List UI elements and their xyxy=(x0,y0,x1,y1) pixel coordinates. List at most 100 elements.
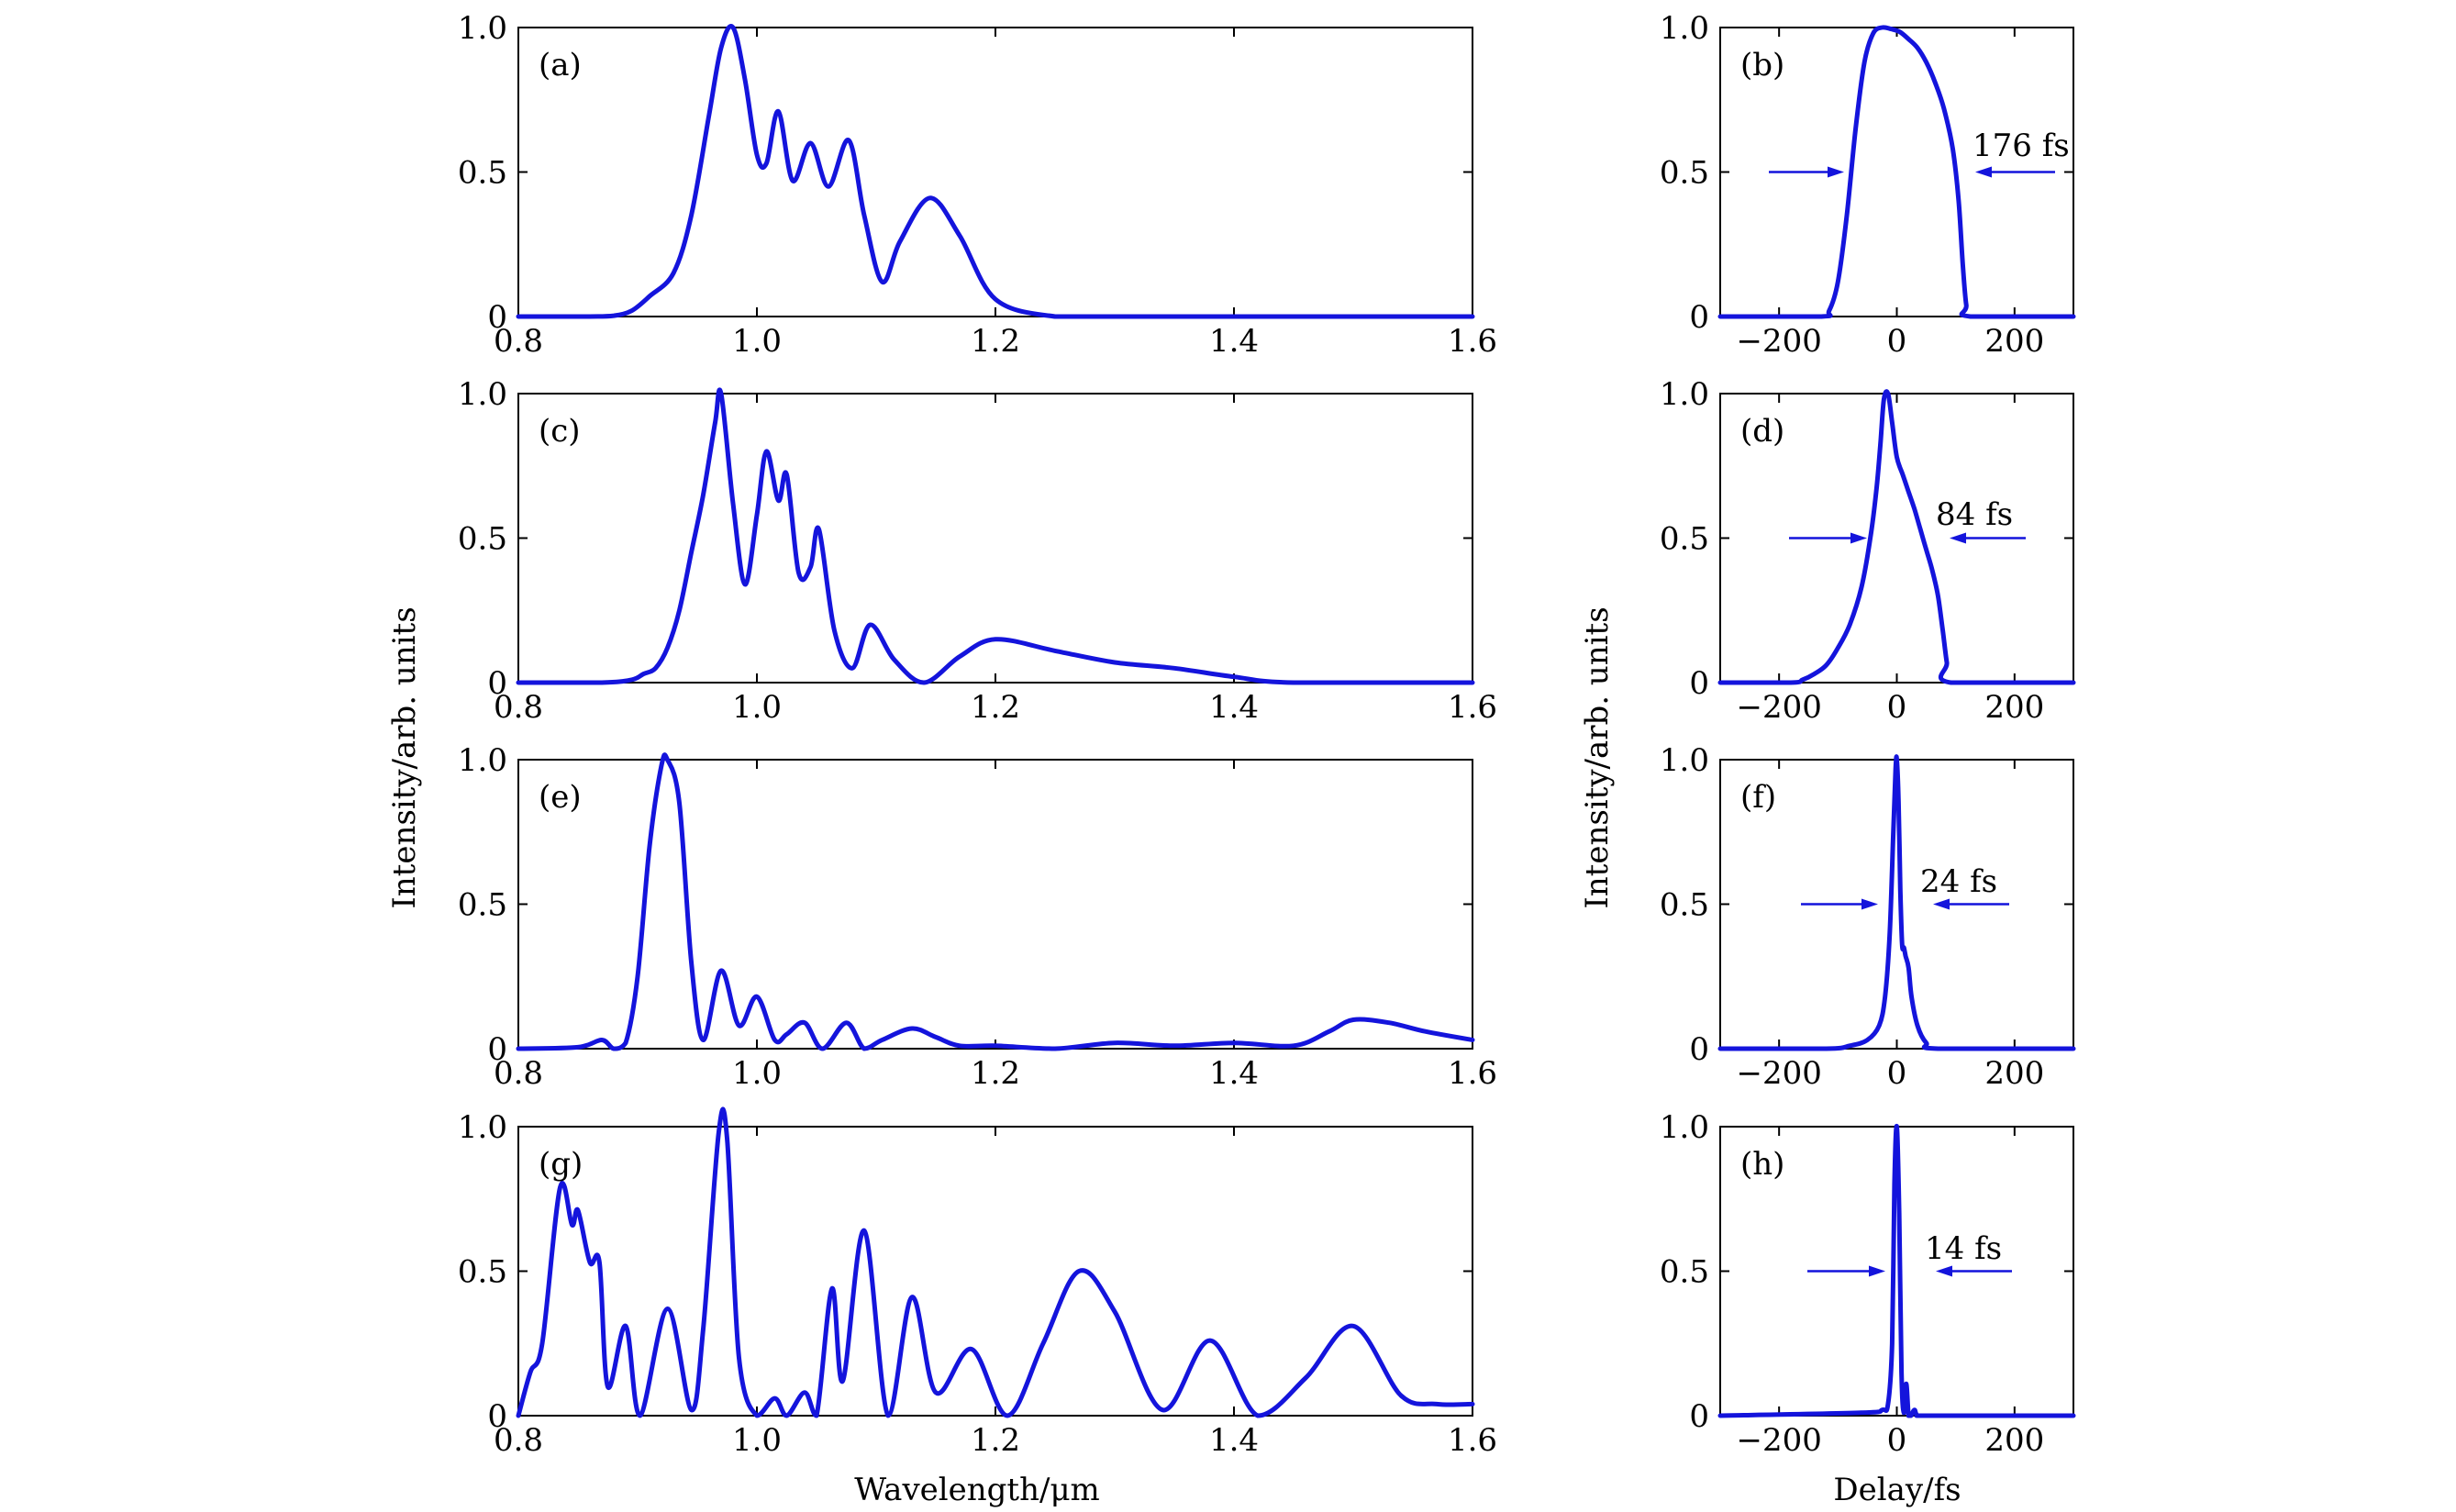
y-tick-label: 0 xyxy=(487,1398,507,1435)
x-tick-label: −200 xyxy=(1736,1055,1821,1092)
plot-frame xyxy=(517,27,1473,317)
x-tick-label: 1.6 xyxy=(1448,1055,1497,1092)
panel-h: −200 0 200 0 0.5 1.0 (h) 14 fs xyxy=(1660,1109,2076,1459)
y-tick-label: 0.5 xyxy=(1660,887,1709,924)
x-tick-label: 0.8 xyxy=(494,323,543,360)
x-tick-label: 0 xyxy=(1887,323,1907,360)
panel-label: (a) xyxy=(539,47,582,83)
fwhm-label: 84 fs xyxy=(1936,496,2013,533)
y-tick-label: 0.5 xyxy=(1660,155,1709,192)
x-tick-label: 0.8 xyxy=(494,1055,543,1092)
y-tick-label: 0.5 xyxy=(1660,1254,1709,1291)
fwhm-arrow-left-head xyxy=(1861,898,1878,910)
series-line-b xyxy=(1717,25,2076,319)
y-axis-title-pulse: Intensity/arb. units xyxy=(1579,606,1616,908)
y-axis-title-spectrum: Intensity/arb. units xyxy=(386,606,423,908)
x-tick-label: 1.4 xyxy=(1209,1422,1259,1459)
panel-label: (d) xyxy=(1740,413,1784,450)
y-tick-label: 0 xyxy=(1689,299,1709,336)
fwhm-arrow-right-head xyxy=(1936,1265,1952,1277)
fwhm-arrow-left-head xyxy=(1850,532,1867,544)
y-tick-label: 1.0 xyxy=(1660,1109,1709,1146)
panel-g: 0.8 1.0 1.2 1.4 1.6 0 0.5 1.0 (g) xyxy=(458,1106,1497,1459)
x-tick-label: 1.2 xyxy=(971,1422,1020,1459)
y-tick-label: 1.0 xyxy=(1660,10,1709,47)
fwhm-label: 176 fs xyxy=(1973,128,2070,164)
fwhm-arrow-left-head xyxy=(1828,166,1844,178)
x-tick-label: 1.2 xyxy=(971,689,1020,726)
x-tick-label: 1.2 xyxy=(971,323,1020,360)
y-tick-label: 1.0 xyxy=(458,10,507,47)
series-line-g xyxy=(516,1106,1475,1418)
panel-d: −200 0 200 0 0.5 1.0 (d) 84 fs xyxy=(1660,376,2076,726)
x-tick-label: 0.8 xyxy=(494,689,543,726)
x-tick-label: 200 xyxy=(1984,689,2044,726)
panel-f: −200 0 200 0 0.5 1.0 (f) 24 fs xyxy=(1660,742,2076,1092)
y-tick-label: 0 xyxy=(487,665,507,702)
panel-label: (c) xyxy=(539,413,581,450)
fwhm-label: 24 fs xyxy=(1920,863,1997,900)
x-axis-title-pulse: Delay/fs xyxy=(1833,1472,1961,1508)
panel-e: 0.8 1.0 1.2 1.4 1.6 0 0.5 1.0 (e) xyxy=(458,742,1497,1092)
y-tick-label: 1.0 xyxy=(458,376,507,413)
x-tick-label: 1.4 xyxy=(1209,323,1259,360)
x-tick-label: 200 xyxy=(1984,1422,2044,1459)
panel-label: (h) xyxy=(1740,1146,1784,1183)
series-line-c xyxy=(516,387,1475,685)
y-tick-label: 0 xyxy=(1689,1031,1709,1068)
fwhm-arrow-left-head xyxy=(1869,1265,1885,1277)
x-tick-label: −200 xyxy=(1736,1422,1821,1459)
series-line-a xyxy=(516,24,1475,319)
y-tick-label: 0.5 xyxy=(458,887,507,924)
y-tick-label: 0.5 xyxy=(458,521,507,558)
fwhm-arrow-right-head xyxy=(1975,166,1992,178)
panel-label: (e) xyxy=(539,779,582,816)
y-tick-label: 0.5 xyxy=(458,155,507,192)
y-tick-label: 0 xyxy=(487,1031,507,1068)
series-line-d xyxy=(1717,389,2076,685)
x-tick-label: 200 xyxy=(1984,323,2044,360)
x-tick-label: 1.0 xyxy=(732,689,782,726)
x-tick-label: 0.8 xyxy=(494,1422,543,1459)
x-tick-label: 1.0 xyxy=(732,1422,782,1459)
y-tick-label: 0.5 xyxy=(458,1254,507,1291)
y-tick-label: 1.0 xyxy=(458,742,507,779)
y-tick-label: 0.5 xyxy=(1660,521,1709,558)
x-tick-label: −200 xyxy=(1736,689,1821,726)
y-tick-label: 0 xyxy=(1689,665,1709,702)
y-tick-label: 1.0 xyxy=(1660,742,1709,779)
chart-panels: 0.8 1.0 1.2 1.4 1.6 0 0.5 1.0 (a) −200 0 200 0 0.5 1.0… xyxy=(458,10,2076,1459)
x-tick-label: 0 xyxy=(1887,1055,1907,1092)
x-tick-label: 1.6 xyxy=(1448,689,1497,726)
fwhm-label: 14 fs xyxy=(1925,1230,2002,1267)
x-tick-label: 1.0 xyxy=(732,1055,782,1092)
y-tick-label: 1.0 xyxy=(458,1109,507,1146)
x-tick-label: 0 xyxy=(1887,1422,1907,1459)
series-line-e xyxy=(516,752,1475,1051)
panel-b: −200 0 200 0 0.5 1.0 (b) 176 fs xyxy=(1660,10,2076,360)
x-tick-label: 1.4 xyxy=(1209,1055,1259,1092)
x-tick-label: 0 xyxy=(1887,689,1907,726)
panel-a: 0.8 1.0 1.2 1.4 1.6 0 0.5 1.0 (a) xyxy=(458,10,1497,360)
x-tick-label: 200 xyxy=(1984,1055,2044,1092)
plot-frame xyxy=(517,1126,1473,1417)
plot-frame xyxy=(517,759,1473,1050)
fwhm-arrow-right-head xyxy=(1933,898,1950,910)
x-tick-label: −200 xyxy=(1736,323,1821,360)
series-line-h xyxy=(1717,1123,2076,1418)
series-line-f xyxy=(1717,754,2076,1051)
y-tick-label: 0 xyxy=(1689,1398,1709,1435)
panel-c: 0.8 1.0 1.2 1.4 1.6 0 0.5 1.0 (c) xyxy=(458,376,1497,726)
x-tick-label: 1.6 xyxy=(1448,323,1497,360)
y-tick-label: 1.0 xyxy=(1660,376,1709,413)
x-tick-label: 1.0 xyxy=(732,323,782,360)
y-tick-label: 0 xyxy=(487,299,507,336)
fwhm-arrow-right-head xyxy=(1950,532,1966,544)
x-tick-label: 1.6 xyxy=(1448,1422,1497,1459)
panel-label: (b) xyxy=(1740,47,1784,83)
x-tick-label: 1.2 xyxy=(971,1055,1020,1092)
panel-label: (f) xyxy=(1740,779,1776,816)
panel-label: (g) xyxy=(539,1146,583,1183)
x-tick-label: 1.4 xyxy=(1209,689,1259,726)
